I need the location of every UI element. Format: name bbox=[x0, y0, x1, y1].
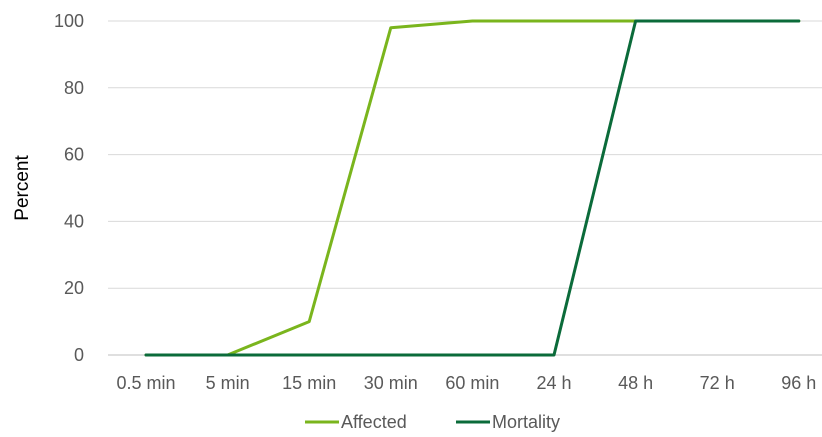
series-line-mortality bbox=[144, 19, 801, 357]
x-tick-label: 15 min bbox=[282, 373, 336, 393]
x-tick-label: 48 h bbox=[618, 373, 653, 393]
y-tick-label: 0 bbox=[74, 345, 84, 365]
y-axis-title: Percent bbox=[12, 155, 33, 221]
x-tick-label: 5 min bbox=[206, 373, 250, 393]
legend-label-mortality: Mortality bbox=[492, 412, 560, 432]
x-tick-label: 0.5 min bbox=[116, 373, 175, 393]
x-tick-label: 30 min bbox=[364, 373, 418, 393]
y-tick-label: 40 bbox=[64, 211, 84, 231]
x-tick-label: 60 min bbox=[445, 373, 499, 393]
x-tick-label: 24 h bbox=[536, 373, 571, 393]
legend: Affected Mortality bbox=[305, 412, 560, 432]
series-line-affected bbox=[144, 19, 801, 357]
x-tick-label: 96 h bbox=[781, 373, 816, 393]
y-tick-label: 20 bbox=[64, 278, 84, 298]
y-axis-ticks: 0 20 40 60 80 100 bbox=[54, 11, 84, 365]
x-axis-ticks: 0.5 min 5 min 15 min 30 min 60 min 24 h 48 h 72… bbox=[116, 373, 816, 393]
y-tick-label: 80 bbox=[64, 78, 84, 98]
series-lines bbox=[144, 19, 801, 357]
gridlines bbox=[108, 20, 822, 289]
y-tick-label: 60 bbox=[64, 145, 84, 165]
y-tick-label: 100 bbox=[54, 11, 84, 31]
legend-label-affected: Affected bbox=[341, 412, 407, 432]
x-tick-label: 72 h bbox=[700, 373, 735, 393]
